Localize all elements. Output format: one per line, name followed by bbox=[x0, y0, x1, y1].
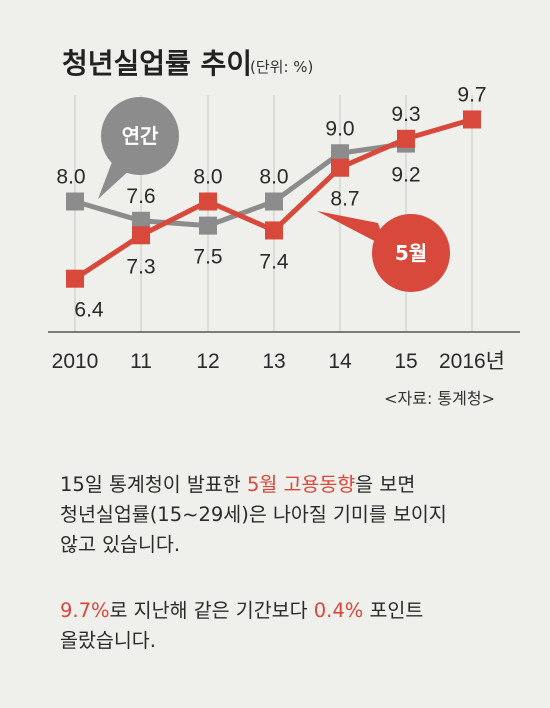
may-value-label: 8.0 bbox=[193, 166, 222, 189]
p2-highlight-rate: 9.7% bbox=[60, 599, 110, 622]
x-tick-label: 11 bbox=[130, 350, 152, 373]
x-tick-label: 2010 bbox=[52, 350, 99, 373]
may-marker bbox=[265, 221, 283, 240]
may-marker bbox=[132, 226, 150, 245]
x-tick-label: 15 bbox=[394, 350, 417, 373]
may-marker bbox=[463, 110, 481, 129]
p2-line-2: 올랐습니다. bbox=[60, 629, 156, 652]
x-tick-label: 13 bbox=[262, 350, 285, 373]
p2-text-a: 로 지난해 같은 기간보다 bbox=[109, 599, 314, 622]
annual-marker bbox=[331, 144, 349, 163]
series-callouts: 연간 5월 bbox=[98, 97, 450, 292]
p1-text-a: 15일 통계청이 발표한 bbox=[60, 473, 247, 496]
chart-source: <자료: 통계청> bbox=[384, 389, 495, 408]
p2-highlight-change: 0.4% bbox=[313, 599, 364, 622]
may-callout-bubble bbox=[372, 214, 450, 292]
p2-text-b: 포인트 bbox=[363, 599, 424, 622]
annual-value-label: 9.0 bbox=[325, 117, 354, 140]
x-tick-labels: 2010 11 12 13 14 15 2016년 bbox=[52, 350, 505, 373]
p1-line-3: 않고 있습니다. bbox=[60, 533, 181, 556]
annual-callout-label: 연간 bbox=[122, 124, 159, 148]
x-tick-label: 14 bbox=[328, 350, 352, 373]
line-chart: 청년실업률 추이 (단위: %) 2010 11 12 13 14 15 2016년 연간 … bbox=[48, 47, 520, 408]
annual-value-label: 9.2 bbox=[391, 164, 420, 187]
annual-marker bbox=[66, 192, 84, 211]
may-marker bbox=[331, 158, 349, 177]
value-labels: 8.0 7.6 7.5 8.0 9.0 9.2 6.4 7.3 8.0 7.4 8.7 9.3 9.7 bbox=[56, 83, 486, 321]
may-marker bbox=[66, 269, 84, 288]
p1-highlight: 5월 고용동향 bbox=[246, 473, 356, 496]
may-callout-pointer bbox=[317, 211, 386, 247]
annual-value-label: 8.0 bbox=[259, 166, 288, 189]
annual-value-label: 7.5 bbox=[193, 246, 222, 269]
annual-value-label: 8.0 bbox=[56, 166, 85, 189]
chart-unit: (단위: %) bbox=[250, 58, 313, 76]
may-value-label: 9.3 bbox=[391, 103, 420, 126]
annual-callout-bubble bbox=[101, 97, 179, 175]
annual-marker bbox=[265, 192, 283, 211]
may-value-label: 7.4 bbox=[259, 250, 289, 273]
p1-line-2: 청년실업률(15~29세)은 나아질 기미를 보이지 bbox=[60, 503, 447, 526]
annual-marker bbox=[199, 216, 217, 235]
may-value-label: 8.7 bbox=[330, 188, 359, 211]
may-value-label: 7.3 bbox=[126, 255, 155, 278]
annual-marker bbox=[132, 211, 150, 230]
may-marker bbox=[397, 129, 415, 148]
chart-title: 청년실업률 추이 bbox=[62, 47, 252, 80]
may-value-label: 9.7 bbox=[457, 83, 486, 106]
x-tick-label: 2016년 bbox=[439, 350, 505, 373]
may-value-label: 6.4 bbox=[74, 299, 104, 322]
may-marker bbox=[199, 192, 217, 211]
x-tick-label: 12 bbox=[196, 350, 219, 373]
may-callout-label: 5월 bbox=[395, 241, 427, 265]
annual-value-label: 7.6 bbox=[126, 185, 155, 208]
p1-text-b: 을 보면 bbox=[355, 473, 416, 496]
series-may bbox=[66, 110, 481, 288]
